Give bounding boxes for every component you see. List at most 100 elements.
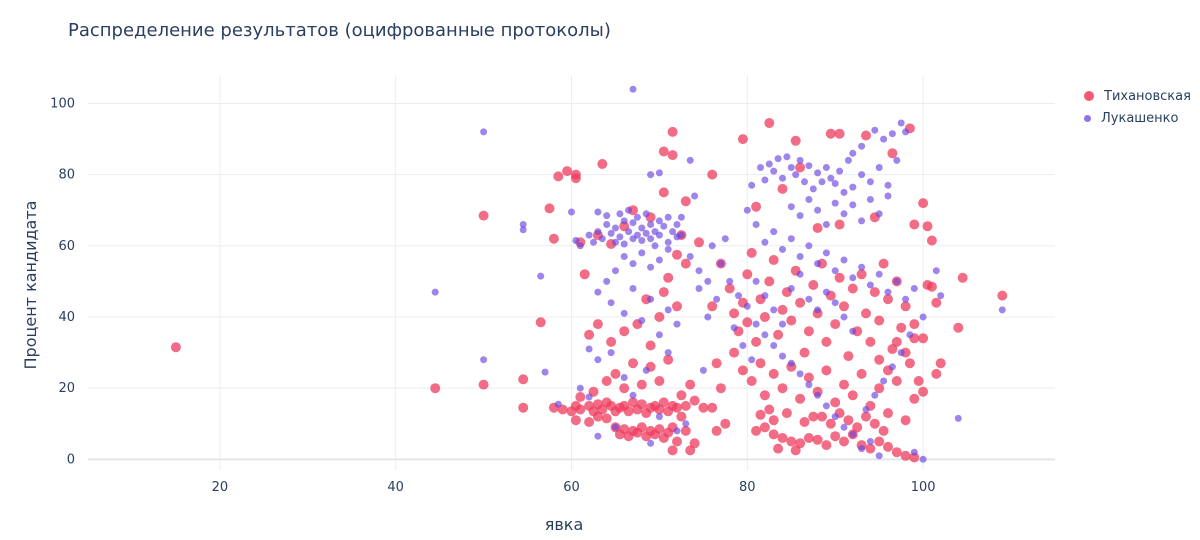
point-lukashenko [664, 238, 672, 246]
x-tick-labels: 20 40 60 80 100 [212, 480, 936, 495]
point-tikhanovskaya [764, 118, 775, 128]
point-tikhanovskaya [579, 269, 590, 280]
point-tikhanovskaya [667, 445, 678, 456]
point-lukashenko [629, 85, 637, 93]
legend-item-tikhanovskaya[interactable]: Тихановская [1084, 85, 1191, 107]
point-tikhanovskaya [843, 351, 854, 362]
point-lukashenko [638, 224, 646, 232]
point-tikhanovskaya [636, 422, 647, 433]
point-tikhanovskaya [544, 203, 555, 214]
point-lukashenko [655, 217, 663, 225]
point-tikhanovskaya [900, 415, 911, 426]
point-lukashenko [779, 174, 786, 182]
point-tikhanovskaya [869, 287, 880, 298]
point-lukashenko [840, 423, 848, 431]
point-tikhanovskaya [672, 402, 682, 413]
point-lukashenko [647, 295, 655, 303]
point-tikhanovskaya [759, 422, 770, 433]
point-lukashenko [814, 169, 822, 177]
point-tikhanovskaya [883, 408, 893, 419]
point-tikhanovskaya [904, 358, 915, 369]
point-tikhanovskaya [803, 372, 814, 383]
point-tikhanovskaya [654, 424, 665, 435]
point-lukashenko [831, 299, 839, 307]
point-lukashenko [603, 277, 611, 285]
x-axis-title: явка [545, 515, 584, 534]
point-tikhanovskaya [825, 418, 836, 429]
point-lukashenko [704, 313, 712, 321]
point-lukashenko [739, 342, 747, 349]
point-tikhanovskaya [478, 379, 489, 390]
y-tick-label: 0 [67, 452, 75, 467]
point-lukashenko [761, 331, 769, 339]
point-tikhanovskaya [575, 392, 586, 402]
point-tikhanovskaya [707, 301, 718, 312]
point-tikhanovskaya [891, 336, 902, 347]
point-lukashenko [655, 231, 663, 239]
point-tikhanovskaya [830, 397, 841, 408]
point-tikhanovskaya [878, 258, 889, 269]
legend-label: Тихановская [1104, 88, 1191, 104]
point-tikhanovskaya [795, 297, 806, 308]
point-lukashenko [875, 270, 883, 278]
point-tikhanovskaya [878, 425, 889, 436]
point-tikhanovskaya [755, 358, 766, 369]
point-lukashenko [743, 206, 751, 214]
point-lukashenko [805, 381, 813, 389]
y-tick-label: 40 [58, 310, 75, 325]
point-lukashenko [752, 277, 760, 285]
point-lukashenko [642, 366, 650, 374]
point-lukashenko [770, 228, 778, 236]
point-lukashenko [620, 253, 628, 260]
point-tikhanovskaya [711, 358, 722, 369]
point-lukashenko [625, 228, 633, 236]
point-lukashenko [910, 448, 918, 456]
point-lukashenko [638, 249, 646, 257]
point-lukashenko [647, 221, 655, 228]
point-tikhanovskaya [900, 450, 911, 461]
point-tikhanovskaya [839, 436, 849, 447]
point-lukashenko [704, 277, 712, 285]
point-lukashenko [954, 414, 962, 422]
point-tikhanovskaya [623, 406, 634, 417]
point-lukashenko [743, 302, 751, 310]
point-lukashenko [431, 288, 439, 296]
point-lukashenko [638, 317, 646, 324]
point-lukashenko [888, 130, 896, 138]
point-tikhanovskaya [768, 255, 779, 265]
point-lukashenko [831, 413, 839, 421]
point-tikhanovskaya [887, 148, 898, 159]
point-tikhanovskaya [900, 301, 911, 312]
point-lukashenko [880, 135, 888, 143]
point-tikhanovskaya [922, 280, 933, 290]
point-tikhanovskaya [737, 134, 748, 145]
legend-item-lukashenko[interactable]: Лукашенко [1084, 107, 1191, 129]
point-tikhanovskaya [918, 198, 929, 209]
point-tikhanovskaya [685, 445, 696, 456]
chart-title: Распределение результатов (оцифрованные … [68, 20, 611, 41]
point-tikhanovskaya [883, 441, 893, 452]
point-lukashenko [594, 288, 602, 296]
point-tikhanovskaya [847, 283, 858, 294]
point-lukashenko [713, 295, 721, 303]
point-lukashenko [603, 221, 611, 228]
point-lukashenko [893, 156, 901, 164]
point-lukashenko [730, 324, 738, 332]
point-lukashenko [840, 188, 848, 196]
point-tikhanovskaya [553, 171, 564, 182]
point-tikhanovskaya [856, 368, 867, 379]
point-tikhanovskaya [847, 390, 858, 401]
point-lukashenko [647, 235, 655, 243]
point-lukashenko [840, 210, 848, 218]
y-tick-label: 20 [58, 381, 75, 396]
point-tikhanovskaya [751, 425, 762, 436]
legend-marker-icon [1084, 91, 1094, 101]
point-tikhanovskaya [663, 272, 674, 283]
point-tikhanovskaya [764, 404, 775, 415]
point-lukashenko [664, 349, 672, 357]
point-tikhanovskaya [694, 237, 704, 248]
point-lukashenko [814, 206, 822, 214]
legend-marker-icon [1084, 114, 1091, 122]
point-tikhanovskaya [803, 326, 814, 337]
point-tikhanovskaya [698, 402, 709, 413]
